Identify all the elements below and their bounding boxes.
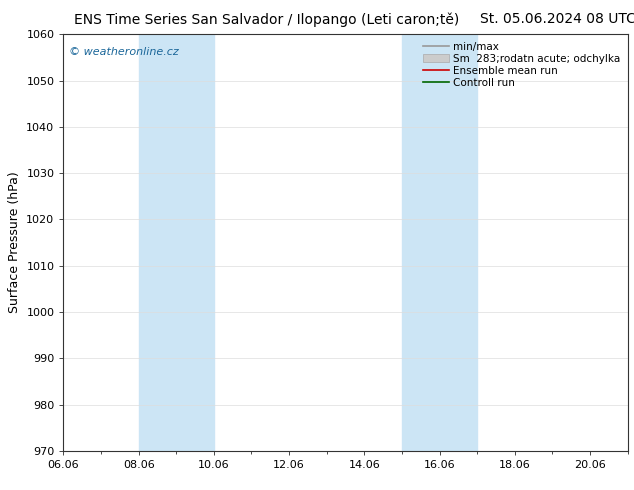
Text: St. 05.06.2024 08 UTC: St. 05.06.2024 08 UTC <box>480 12 634 26</box>
Bar <box>402 34 477 451</box>
Text: © weatheronline.cz: © weatheronline.cz <box>69 47 179 57</box>
Y-axis label: Surface Pressure (hPa): Surface Pressure (hPa) <box>8 172 21 314</box>
Text: ENS Time Series San Salvador / Ilopango (Leti caron;tě): ENS Time Series San Salvador / Ilopango … <box>74 12 459 27</box>
Legend: min/max, Sm  283;rodatn acute; odchylka, Ensemble mean run, Controll run: min/max, Sm 283;rodatn acute; odchylka, … <box>421 40 623 90</box>
Bar <box>139 34 214 451</box>
